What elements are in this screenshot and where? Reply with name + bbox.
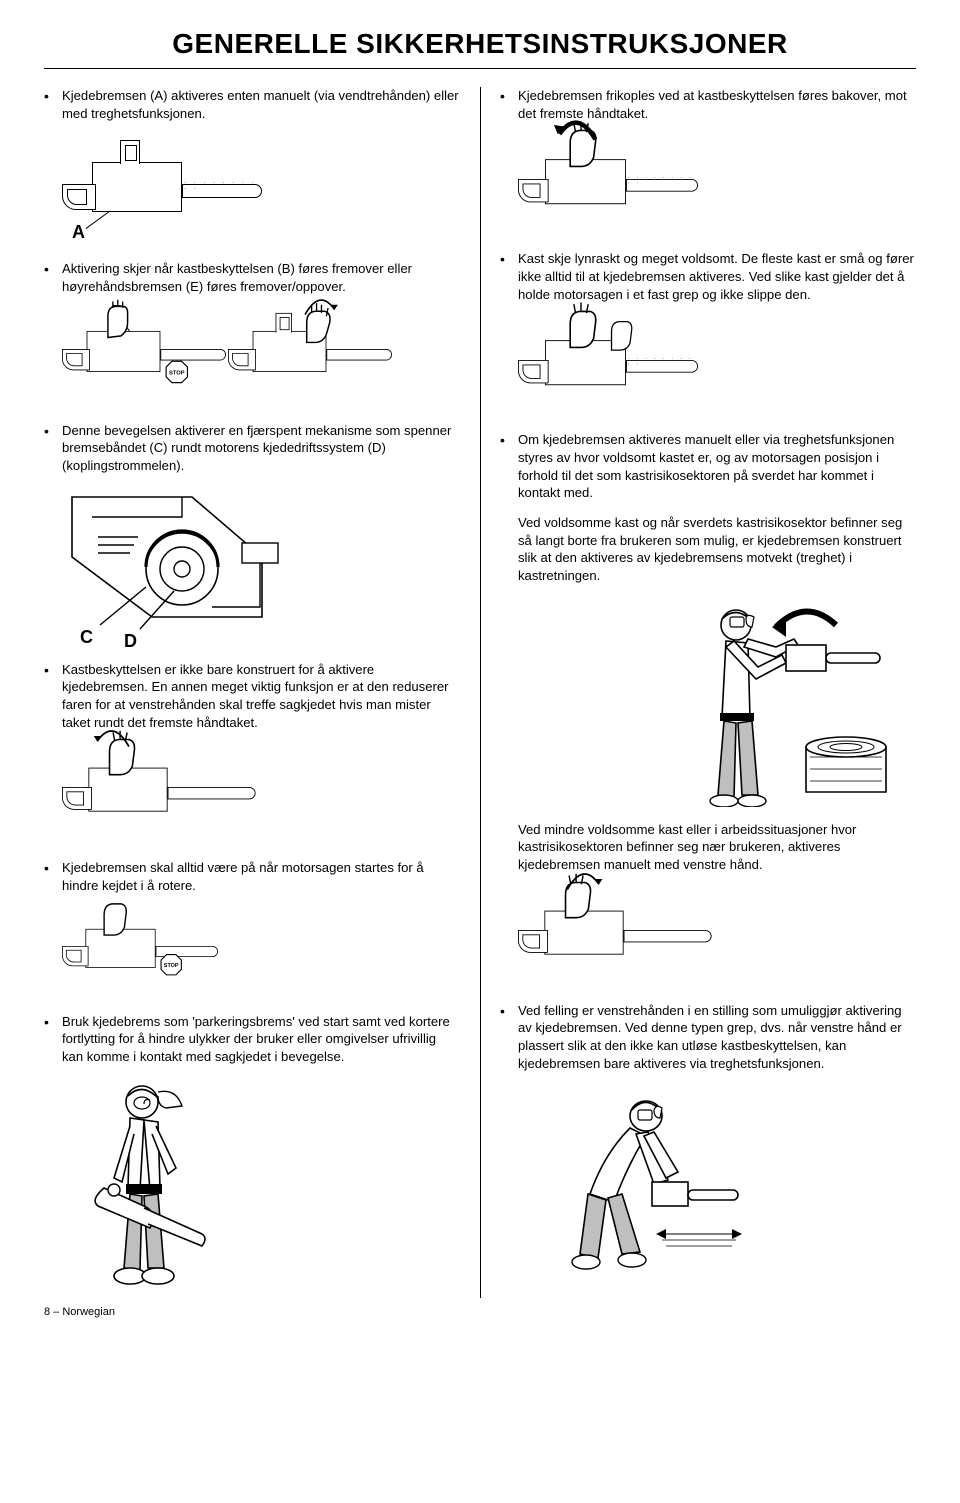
left-column: Kjedebremsen (A) aktiveres enten manuelt… [44, 87, 480, 1298]
page-footer: 8 – Norwegian [44, 1306, 916, 1318]
right-para-3a: Ved voldsomme kast og når sverdets kastr… [500, 514, 916, 585]
label-d: D [124, 631, 137, 652]
page-title: GENERELLE SIKKERHETSINSTRUKSJONER [44, 28, 916, 69]
svg-text:STOP: STOP [169, 370, 185, 376]
figure-stop: STOP [62, 907, 262, 997]
columns: Kjedebremsen (A) aktiveres enten manuelt… [44, 87, 916, 1298]
label-a: A [72, 222, 85, 243]
figure-r2: · · · · · · · · · · [518, 315, 738, 415]
right-bullet-3: Om kjedebremsen aktiveres manuelt eller … [500, 431, 916, 502]
left-bullet-2: Aktivering skjer når kastbeskyttelsen (B… [44, 260, 460, 295]
figure-r1: · · · · · · · · · · [518, 134, 738, 234]
right-bullet-2: Kast skje lynraskt og meget voldsomt. De… [500, 250, 916, 303]
figure-hand-back [62, 743, 282, 843]
right-column: Kjedebremsen frikoples ved at kastbeskyt… [480, 87, 916, 1298]
figure-c-d: C D [62, 487, 282, 647]
right-para-3b: Ved mindre voldsomme kast eller i arbeid… [500, 821, 916, 874]
figure-a: · · · · · · · · · · A [62, 134, 282, 244]
right-bullet-4: Ved felling er venstrehånden i en stilli… [500, 1002, 916, 1073]
svg-text:STOP: STOP [164, 963, 179, 969]
left-bullet-6: Bruk kjedebrems som 'parkeringsbrems' ve… [44, 1013, 460, 1066]
left-bullet-4: Kastbeskyttelsen er ikke bare konstruert… [44, 661, 460, 732]
figure-person-kickback [686, 597, 896, 807]
figure-b-e: B STOP E [62, 308, 460, 408]
figure-person-carry [84, 1078, 234, 1298]
figure-r3 [518, 886, 738, 986]
left-bullet-1: Kjedebremsen (A) aktiveres enten manuelt… [44, 87, 460, 122]
left-bullet-5: Kjedebremsen skal alltid være på når mot… [44, 859, 460, 894]
left-bullet-3: Denne bevegelsen aktiverer en fjærspent … [44, 422, 460, 475]
label-c: C [80, 627, 93, 648]
figure-person-bend [550, 1084, 750, 1274]
